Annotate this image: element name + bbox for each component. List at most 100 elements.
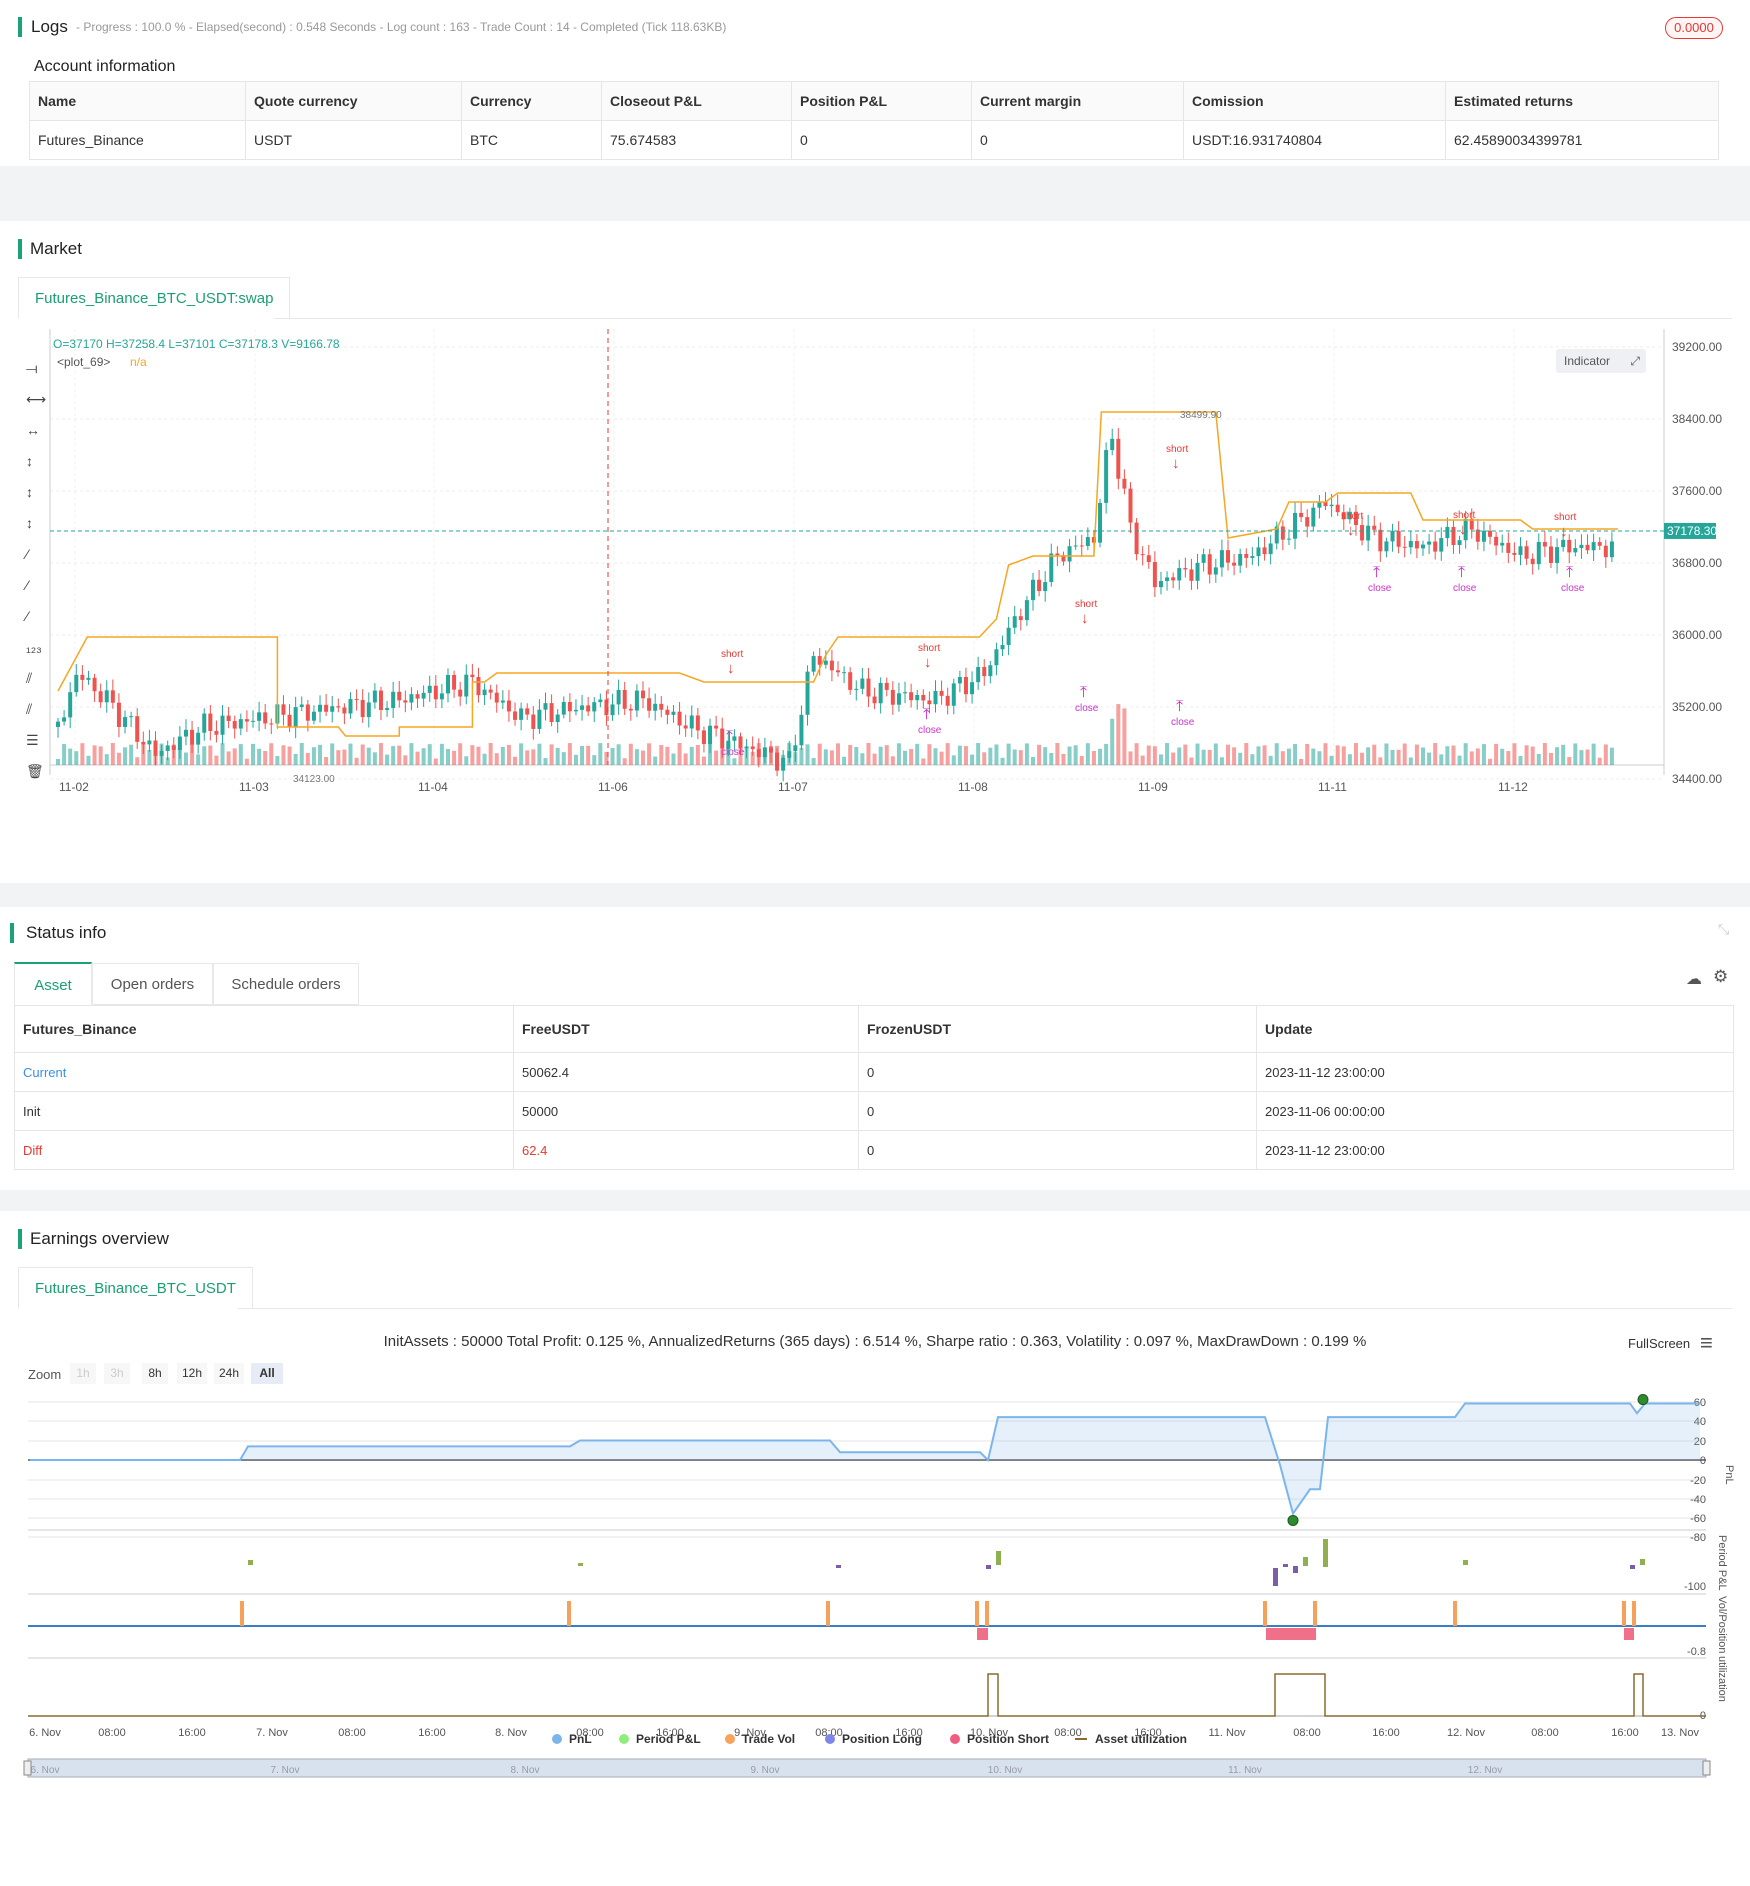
volume-bar	[695, 745, 700, 765]
cloud-download-icon[interactable]: ☁	[1686, 971, 1702, 988]
volume-bar	[1390, 749, 1395, 765]
pnl-tick: -80	[1690, 1532, 1706, 1544]
zoom-24h[interactable]: 24h	[214, 1363, 244, 1384]
zoom-1h[interactable]: 1h	[70, 1363, 96, 1384]
volume-bar	[537, 743, 542, 765]
candlestick-chart[interactable]: 39200.00 38400.00 37600.00 36800.00 36000.00…	[0, 329, 1750, 883]
short-label: short	[1453, 510, 1475, 521]
volume-bar	[354, 757, 359, 765]
drawing-tool-icon: ⁄	[23, 546, 31, 562]
asset-col-update: Update	[1256, 1005, 1734, 1053]
market-panel: Market Futures_Binance_BTC_USDT:swap 392…	[0, 221, 1750, 883]
volume-bar	[220, 743, 225, 765]
short-label: short	[1166, 444, 1188, 455]
candle-body	[689, 715, 694, 729]
account-cell: USDT:16.931740804	[1183, 120, 1446, 160]
volume-bar	[488, 743, 493, 765]
candle-body	[336, 706, 341, 708]
volume-bar	[506, 744, 511, 765]
asset-cell: 2023-11-06 00:00:00	[1256, 1091, 1734, 1131]
navigator-tick: 12. Nov	[1468, 1765, 1502, 1776]
drawing-tool-icon: ☰	[26, 732, 39, 748]
candle-body	[342, 707, 347, 714]
volume-bar	[708, 743, 713, 765]
position-short-bar	[977, 1628, 988, 1640]
tab-schedule-orders[interactable]: Schedule orders	[213, 963, 359, 1005]
volume-bar	[1609, 747, 1614, 765]
utilization-line	[28, 1673, 1706, 1717]
asset-col-free: FreeUSDT	[513, 1005, 859, 1053]
volume-bar	[1366, 747, 1371, 765]
indicator-button[interactable]: Indicator ⤢	[1556, 349, 1646, 373]
volume-bar	[318, 744, 323, 765]
short-arrow-icon: ↓	[1347, 522, 1355, 539]
volume-bar	[933, 748, 938, 765]
volume-bar	[1372, 744, 1377, 765]
trade-vol-bar	[1313, 1601, 1317, 1626]
volume-bar	[311, 747, 316, 765]
price-tick: 39200.00	[1672, 340, 1722, 354]
candle-body	[488, 689, 493, 693]
candle-body	[1037, 579, 1042, 592]
time-tick: 16:00	[178, 1727, 206, 1739]
menu-icon[interactable]: ≡	[1700, 1330, 1713, 1355]
candle-body	[1171, 577, 1176, 581]
zoom-3h[interactable]: 3h	[104, 1363, 130, 1384]
volume-bar	[1353, 743, 1358, 765]
candle-body	[1396, 531, 1401, 547]
pnl-tick: 40	[1694, 1416, 1706, 1428]
candle-body	[799, 714, 804, 746]
candle-body	[1268, 543, 1273, 555]
volume-bar	[1262, 745, 1267, 765]
collapse-icon[interactable]: ⤡	[1718, 921, 1730, 937]
tab-open-orders[interactable]: Open orders	[92, 963, 213, 1005]
volume-bar	[1494, 743, 1499, 765]
time-tick: 16:00	[895, 1727, 923, 1739]
candle-body	[628, 708, 633, 711]
candle-body	[1500, 542, 1505, 546]
volume-bar	[836, 743, 840, 765]
candle-body	[811, 656, 816, 672]
short-label: short	[918, 643, 940, 654]
volume-bar	[68, 748, 73, 765]
volume-bar	[342, 749, 347, 765]
candle-body	[1140, 554, 1145, 556]
trade-vol-bar	[1263, 1601, 1267, 1626]
volume-bar	[1140, 755, 1145, 765]
volume-bar	[860, 753, 865, 765]
zoom-12h[interactable]: 12h	[177, 1363, 207, 1384]
asset-row-label: Diff	[14, 1130, 514, 1170]
gear-icon[interactable]: ⚙	[1713, 967, 1729, 986]
tab-asset[interactable]: Asset	[14, 962, 92, 1005]
candle-body	[1512, 552, 1517, 555]
tab-earnings-symbol[interactable]: Futures_Binance_BTC_USDT	[18, 1267, 253, 1309]
volume-bar	[647, 743, 652, 765]
zoom-all[interactable]: All	[251, 1363, 283, 1384]
candle-body	[683, 725, 688, 729]
volume-bar	[1293, 743, 1298, 765]
candle-body	[1018, 616, 1023, 621]
volume-bar	[1579, 750, 1584, 765]
volume-bar	[464, 756, 469, 765]
short-arrow-icon: ↓	[1172, 455, 1180, 472]
candle-body	[409, 694, 414, 703]
short-label: short	[721, 649, 743, 660]
volume-bar	[116, 752, 121, 765]
zoom-8h[interactable]: 8h	[142, 1363, 168, 1384]
legend-item: PnL	[569, 1732, 592, 1746]
logs-status: - Progress : 100.0 % - Elapsed(second) :…	[76, 20, 727, 34]
fullscreen-button[interactable]: FullScreen	[1628, 1336, 1691, 1351]
volume-bar	[1286, 748, 1291, 765]
candle-body	[531, 714, 536, 729]
candle-body	[360, 699, 365, 718]
candle-body	[738, 736, 743, 749]
volume-bar	[1085, 743, 1090, 765]
candle-body	[1597, 542, 1602, 546]
volume-bar	[1189, 757, 1194, 765]
volume-bar	[1104, 743, 1109, 765]
status-title: Status info	[26, 923, 107, 942]
volume-bar	[1421, 747, 1425, 765]
candle-body	[805, 671, 810, 715]
tab-market-symbol[interactable]: Futures_Binance_BTC_USDT:swap	[18, 277, 291, 319]
